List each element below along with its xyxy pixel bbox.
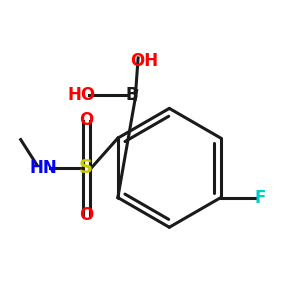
Text: S: S: [79, 158, 93, 177]
Text: O: O: [79, 111, 93, 129]
Text: HN: HN: [29, 159, 57, 177]
Text: O: O: [79, 206, 93, 224]
Text: F: F: [254, 189, 266, 207]
Text: OH: OH: [130, 52, 158, 70]
Text: B: B: [126, 86, 139, 104]
Text: HO: HO: [68, 86, 96, 104]
